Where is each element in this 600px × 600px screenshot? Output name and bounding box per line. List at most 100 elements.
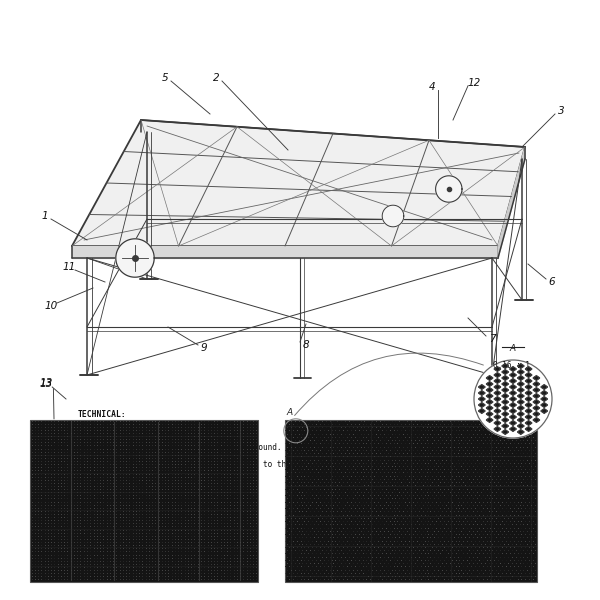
Polygon shape	[533, 412, 540, 416]
Polygon shape	[494, 403, 500, 407]
Text: 2: 2	[212, 73, 220, 83]
Polygon shape	[487, 382, 493, 386]
Text: 3.  Bench sizes can be customized refer to the greenhouse area and layout.: 3. Bench sizes can be customized refer t…	[78, 460, 420, 469]
Polygon shape	[479, 397, 485, 401]
Polygon shape	[526, 385, 532, 389]
Polygon shape	[502, 412, 508, 416]
Polygon shape	[533, 406, 540, 410]
Polygon shape	[533, 400, 540, 404]
Polygon shape	[517, 400, 524, 404]
Polygon shape	[72, 120, 525, 246]
Polygon shape	[517, 394, 524, 398]
Polygon shape	[494, 397, 500, 401]
Polygon shape	[526, 409, 532, 413]
Polygon shape	[498, 147, 525, 258]
Polygon shape	[517, 430, 524, 434]
Polygon shape	[494, 385, 500, 389]
Text: 13: 13	[40, 379, 53, 389]
Polygon shape	[526, 427, 532, 431]
Polygon shape	[510, 403, 516, 407]
Polygon shape	[487, 376, 493, 380]
Polygon shape	[502, 406, 508, 410]
Polygon shape	[526, 415, 532, 419]
Text: 13: 13	[40, 378, 53, 388]
Polygon shape	[502, 430, 508, 434]
Polygon shape	[479, 409, 485, 413]
Text: A: A	[510, 344, 516, 353]
Polygon shape	[487, 400, 493, 404]
Polygon shape	[517, 388, 524, 392]
Polygon shape	[541, 409, 548, 413]
Text: TECHNICAL:: TECHNICAL:	[78, 410, 127, 419]
Polygon shape	[494, 421, 500, 425]
Text: 4: 4	[428, 82, 436, 92]
Text: 5: 5	[161, 73, 169, 83]
Polygon shape	[382, 205, 404, 227]
Text: 9: 9	[200, 343, 208, 353]
Text: 1.  Moving space: 30 cm ~50 cm.: 1. Moving space: 30 cm ~50 cm.	[78, 427, 221, 436]
Polygon shape	[479, 391, 485, 395]
Polygon shape	[510, 427, 516, 431]
Polygon shape	[502, 388, 508, 392]
Text: 11: 11	[62, 262, 76, 272]
Polygon shape	[494, 391, 500, 395]
Polygon shape	[510, 421, 516, 425]
Polygon shape	[533, 382, 540, 386]
Polygon shape	[502, 418, 508, 422]
Polygon shape	[494, 367, 500, 371]
Polygon shape	[510, 373, 516, 377]
Polygon shape	[533, 388, 540, 392]
Polygon shape	[541, 385, 548, 389]
Polygon shape	[510, 379, 516, 383]
Polygon shape	[502, 370, 508, 374]
Polygon shape	[517, 406, 524, 410]
Polygon shape	[502, 376, 508, 380]
Text: 2.  Installation condition: concrete/ground.: 2. Installation condition: concrete/grou…	[78, 443, 281, 452]
Polygon shape	[510, 367, 516, 371]
Polygon shape	[517, 382, 524, 386]
Polygon shape	[526, 397, 532, 401]
Polygon shape	[517, 370, 524, 374]
Polygon shape	[541, 397, 548, 401]
Polygon shape	[479, 385, 485, 389]
Polygon shape	[510, 409, 516, 413]
Polygon shape	[502, 424, 508, 428]
Polygon shape	[487, 388, 493, 392]
Polygon shape	[510, 385, 516, 389]
Polygon shape	[517, 424, 524, 428]
FancyBboxPatch shape	[285, 420, 537, 582]
Circle shape	[474, 360, 552, 438]
Polygon shape	[517, 376, 524, 380]
Polygon shape	[494, 427, 500, 431]
Polygon shape	[502, 400, 508, 404]
Text: 1: 1	[41, 211, 49, 221]
Polygon shape	[526, 373, 532, 377]
Polygon shape	[502, 394, 508, 398]
Polygon shape	[494, 373, 500, 377]
Polygon shape	[72, 246, 498, 258]
Polygon shape	[502, 382, 508, 386]
Text: 7: 7	[488, 334, 496, 344]
Text: 8: 8	[302, 340, 310, 350]
Text: 0.16 : 1: 0.16 : 1	[493, 361, 530, 370]
Polygon shape	[510, 391, 516, 395]
Polygon shape	[487, 406, 493, 410]
Polygon shape	[479, 403, 485, 407]
Polygon shape	[517, 418, 524, 422]
Polygon shape	[487, 418, 493, 422]
Polygon shape	[526, 379, 532, 383]
Polygon shape	[436, 176, 462, 202]
Polygon shape	[541, 391, 548, 395]
Text: A: A	[287, 408, 293, 417]
Polygon shape	[533, 376, 540, 380]
Polygon shape	[487, 394, 493, 398]
Polygon shape	[533, 418, 540, 422]
Text: 10: 10	[44, 301, 58, 311]
Polygon shape	[526, 421, 532, 425]
Polygon shape	[526, 367, 532, 371]
Polygon shape	[510, 397, 516, 401]
Polygon shape	[487, 412, 493, 416]
Polygon shape	[517, 364, 524, 368]
Polygon shape	[494, 415, 500, 419]
Text: 3: 3	[557, 106, 565, 116]
